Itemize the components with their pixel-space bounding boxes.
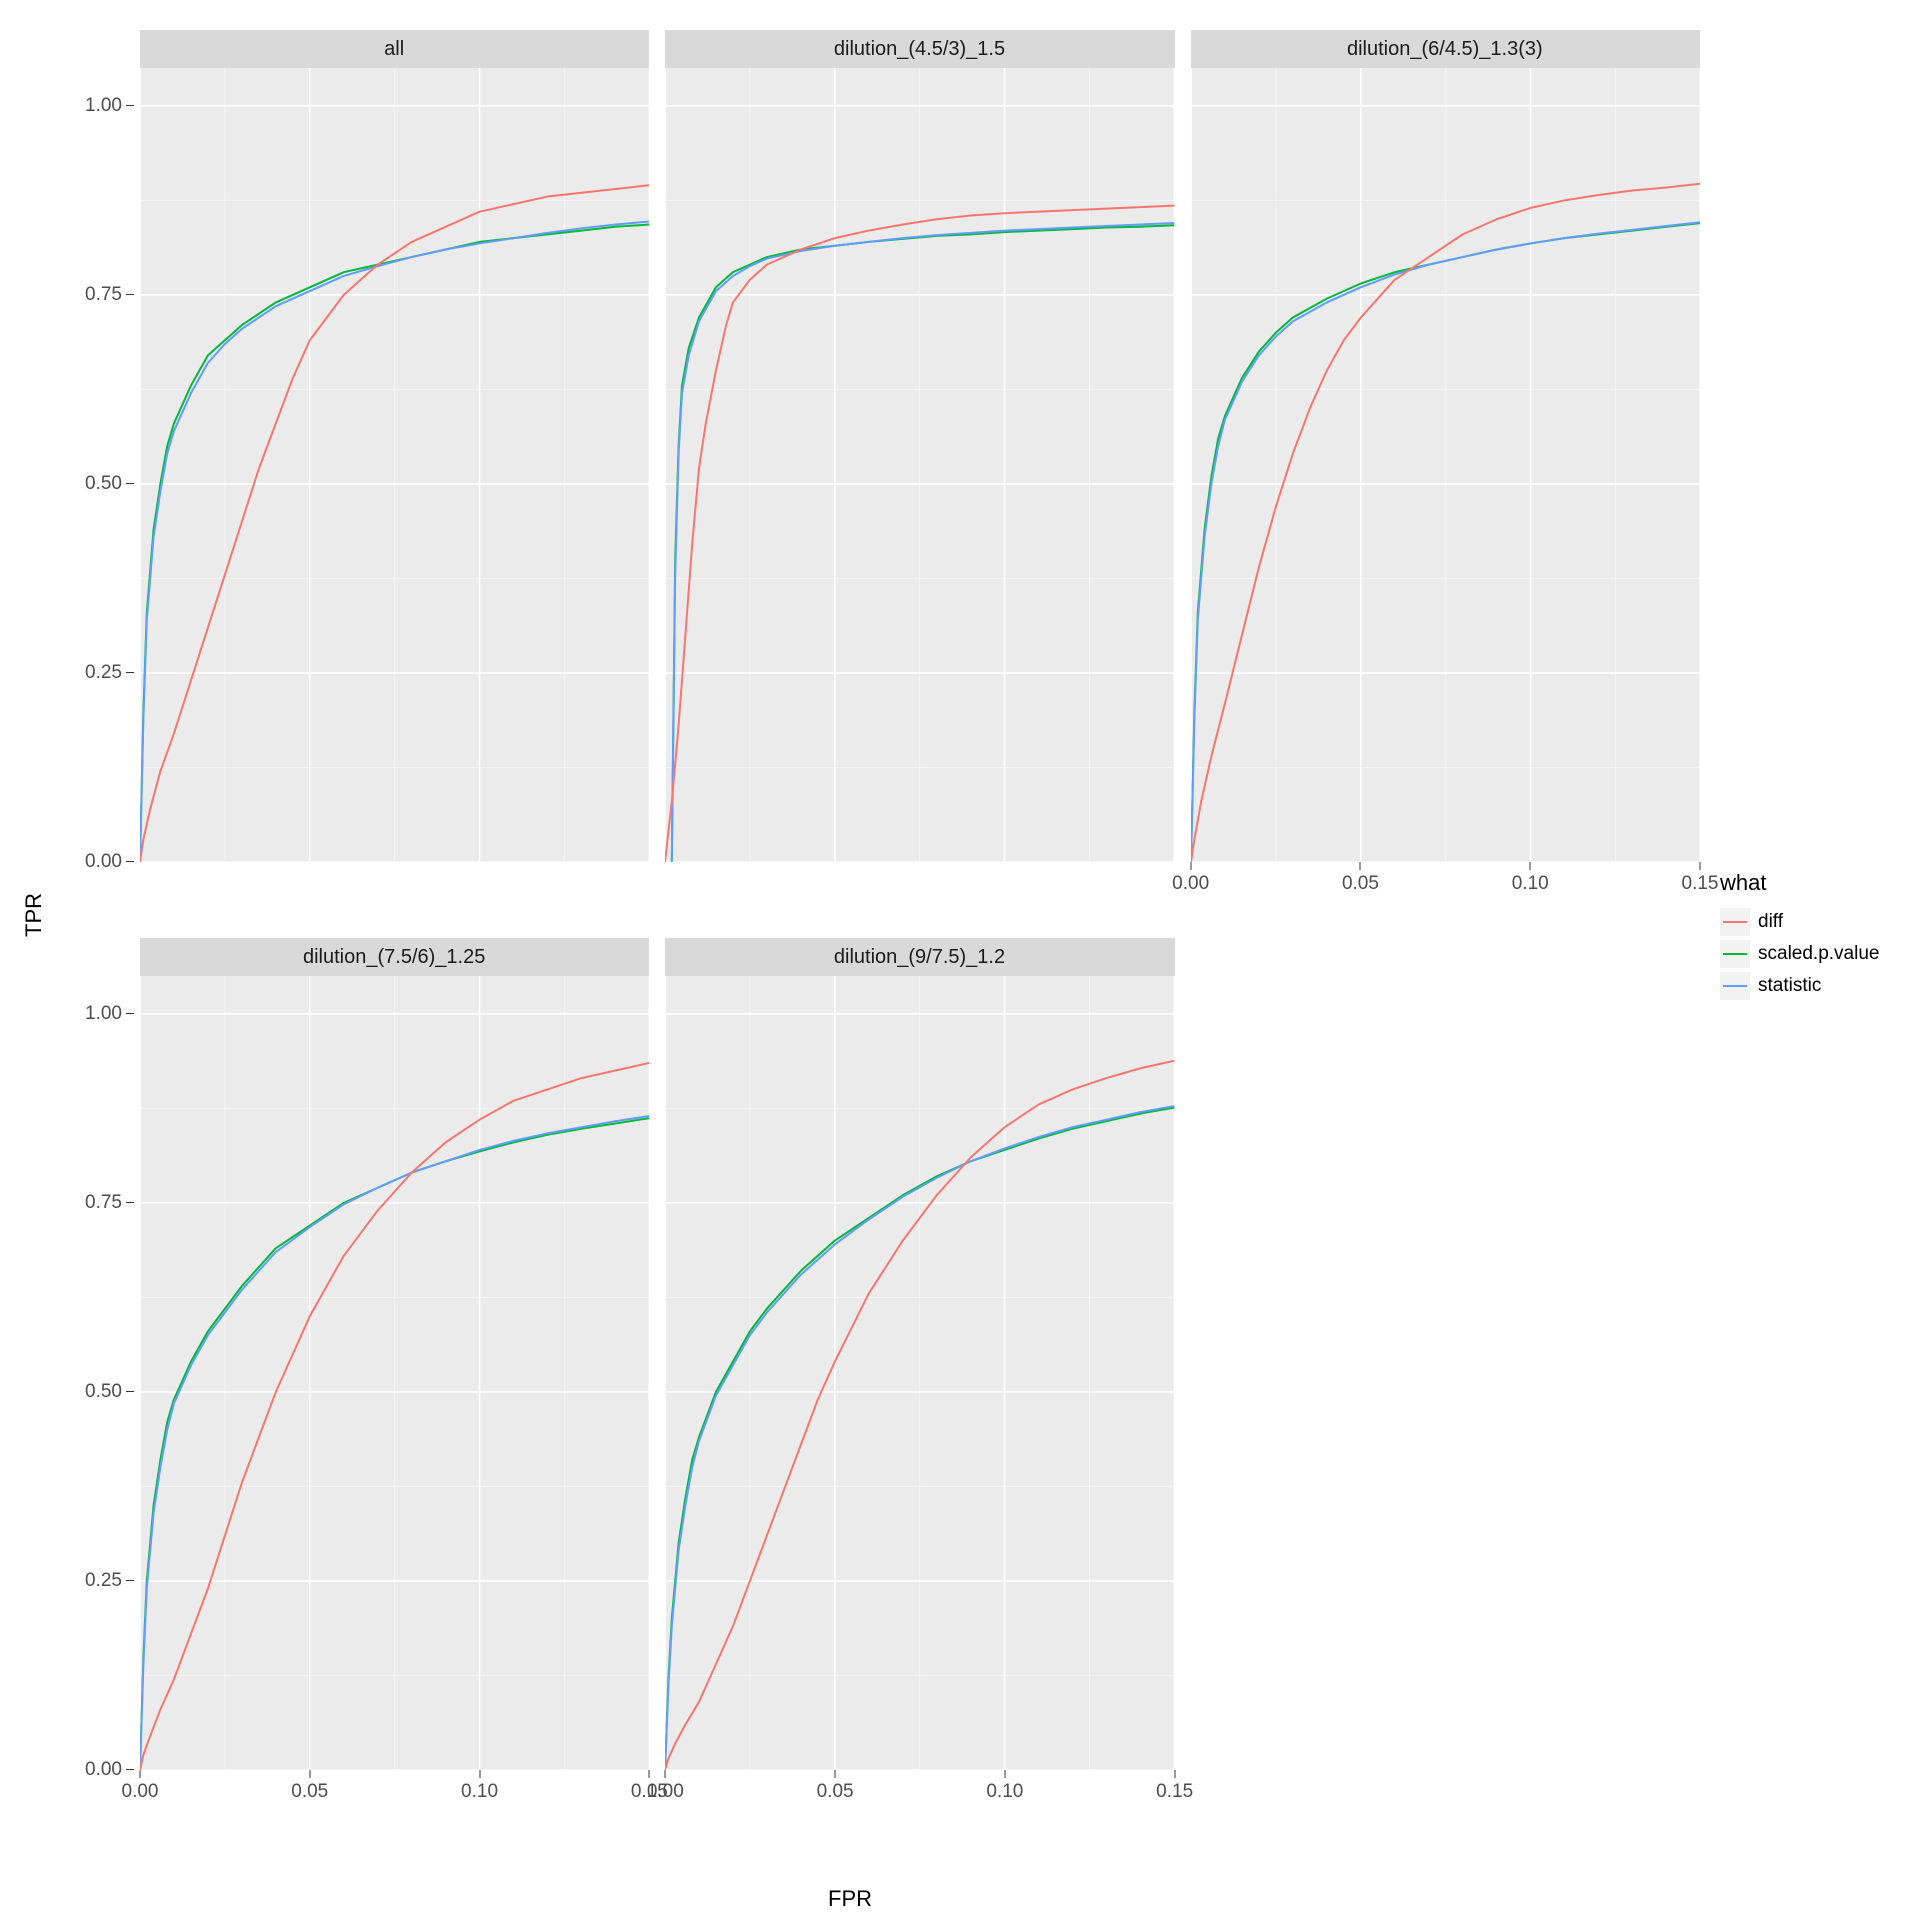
panel-d4: dilution_(9/7.5)_1.20.000.050.100.15 [665,938,1174,1830]
x-tick: 0.05 [1342,862,1379,895]
x-ticks: 0.000.050.100.15 [665,1770,1174,1830]
panel-plot-d3 [140,976,649,1770]
x-tick: 0.15 [1156,1770,1193,1803]
x-ticks-spacer [140,862,649,922]
x-tick: 0.10 [1512,862,1549,895]
panel-svg-d3 [140,976,649,1770]
legend-label-scaled_p_value: scaled.p.value [1758,943,1879,965]
panel-plot-d1 [665,68,1174,862]
panel-strip-d2: dilution_(6/4.5)_1.3(3) [1191,30,1700,68]
y-tick: 0.75 [85,284,134,306]
legend-label-statistic: statistic [1758,975,1821,997]
panel-strip-d1: dilution_(4.5/3)_1.5 [665,30,1174,68]
legend-item-diff: diff [1720,908,1900,936]
roc-facet-figure: TPR all0.000.250.500.751.00dilution_(4.5… [0,0,1920,1920]
panel-all: all0.000.250.500.751.00 [140,30,649,922]
panel-plot-d2 [1191,68,1700,862]
legend-key-diff [1720,908,1750,936]
panel-plot-all [140,68,649,862]
x-tick: 0.00 [1172,862,1209,895]
x-ticks-spacer [665,862,1174,922]
y-tick: 0.50 [85,1381,134,1403]
x-tick: 0.10 [461,1770,498,1803]
y-tick: 1.00 [85,95,134,117]
legend-key-statistic [1720,972,1750,1000]
x-ticks: 0.000.050.100.15 [140,1770,649,1830]
panel-d2: dilution_(6/4.5)_1.3(3)0.000.050.100.15 [1191,30,1700,922]
x-tick: 0.00 [647,1770,684,1803]
panel-svg-d2 [1191,68,1700,862]
x-axis-label: FPR [0,1886,1700,1912]
panel-svg-d4 [665,976,1174,1770]
x-axis-label-text: FPR [828,1886,872,1911]
x-tick: 0.05 [291,1770,328,1803]
x-tick: 0.05 [817,1770,854,1803]
empty-panel [1191,938,1700,1830]
legend-item-statistic: statistic [1720,972,1900,1000]
legend-label-diff: diff [1758,911,1783,933]
legend-item-scaled_p_value: scaled.p.value [1720,940,1900,968]
x-tick: 0.10 [986,1770,1023,1803]
panel-grid: all0.000.250.500.751.00 dilution_(4.5/3)_… [140,30,1700,1830]
panel-svg-d1 [665,68,1174,862]
series-statistic [672,223,1175,862]
x-tick: 0.00 [122,1770,159,1803]
y-tick: 1.00 [85,1003,134,1025]
series-scaled_p_value [672,225,1175,862]
y-axis-label: TPR [16,0,52,1830]
panel-d3: dilution_(7.5/6)_1.250.000.250.500.751.0… [140,938,649,1830]
y-tick: 0.25 [85,1570,134,1592]
panel-d1: dilution_(4.5/3)_1.5 [665,30,1174,922]
panel-plot-d4 [665,976,1174,1770]
legend: what diff scaled.p.value statistic [1720,870,1900,1004]
legend-key-scaled_p_value [1720,940,1750,968]
legend-title: what [1720,870,1900,896]
y-ticks: 0.000.250.500.751.00 [70,976,134,1770]
y-tick: 0.75 [85,1192,134,1214]
x-ticks: 0.000.050.100.15 [1191,862,1700,922]
x-tick: 0.15 [1682,862,1719,895]
y-tick: 0.00 [85,851,134,873]
y-tick: 0.50 [85,473,134,495]
panel-strip-d3: dilution_(7.5/6)_1.25 [140,938,649,976]
panel-svg-all [140,68,649,862]
panel-strip-d4: dilution_(9/7.5)_1.2 [665,938,1174,976]
panel-strip-all: all [140,30,649,68]
y-ticks: 0.000.250.500.751.00 [70,68,134,862]
y-tick: 0.25 [85,662,134,684]
y-axis-label-text: TPR [21,893,47,937]
